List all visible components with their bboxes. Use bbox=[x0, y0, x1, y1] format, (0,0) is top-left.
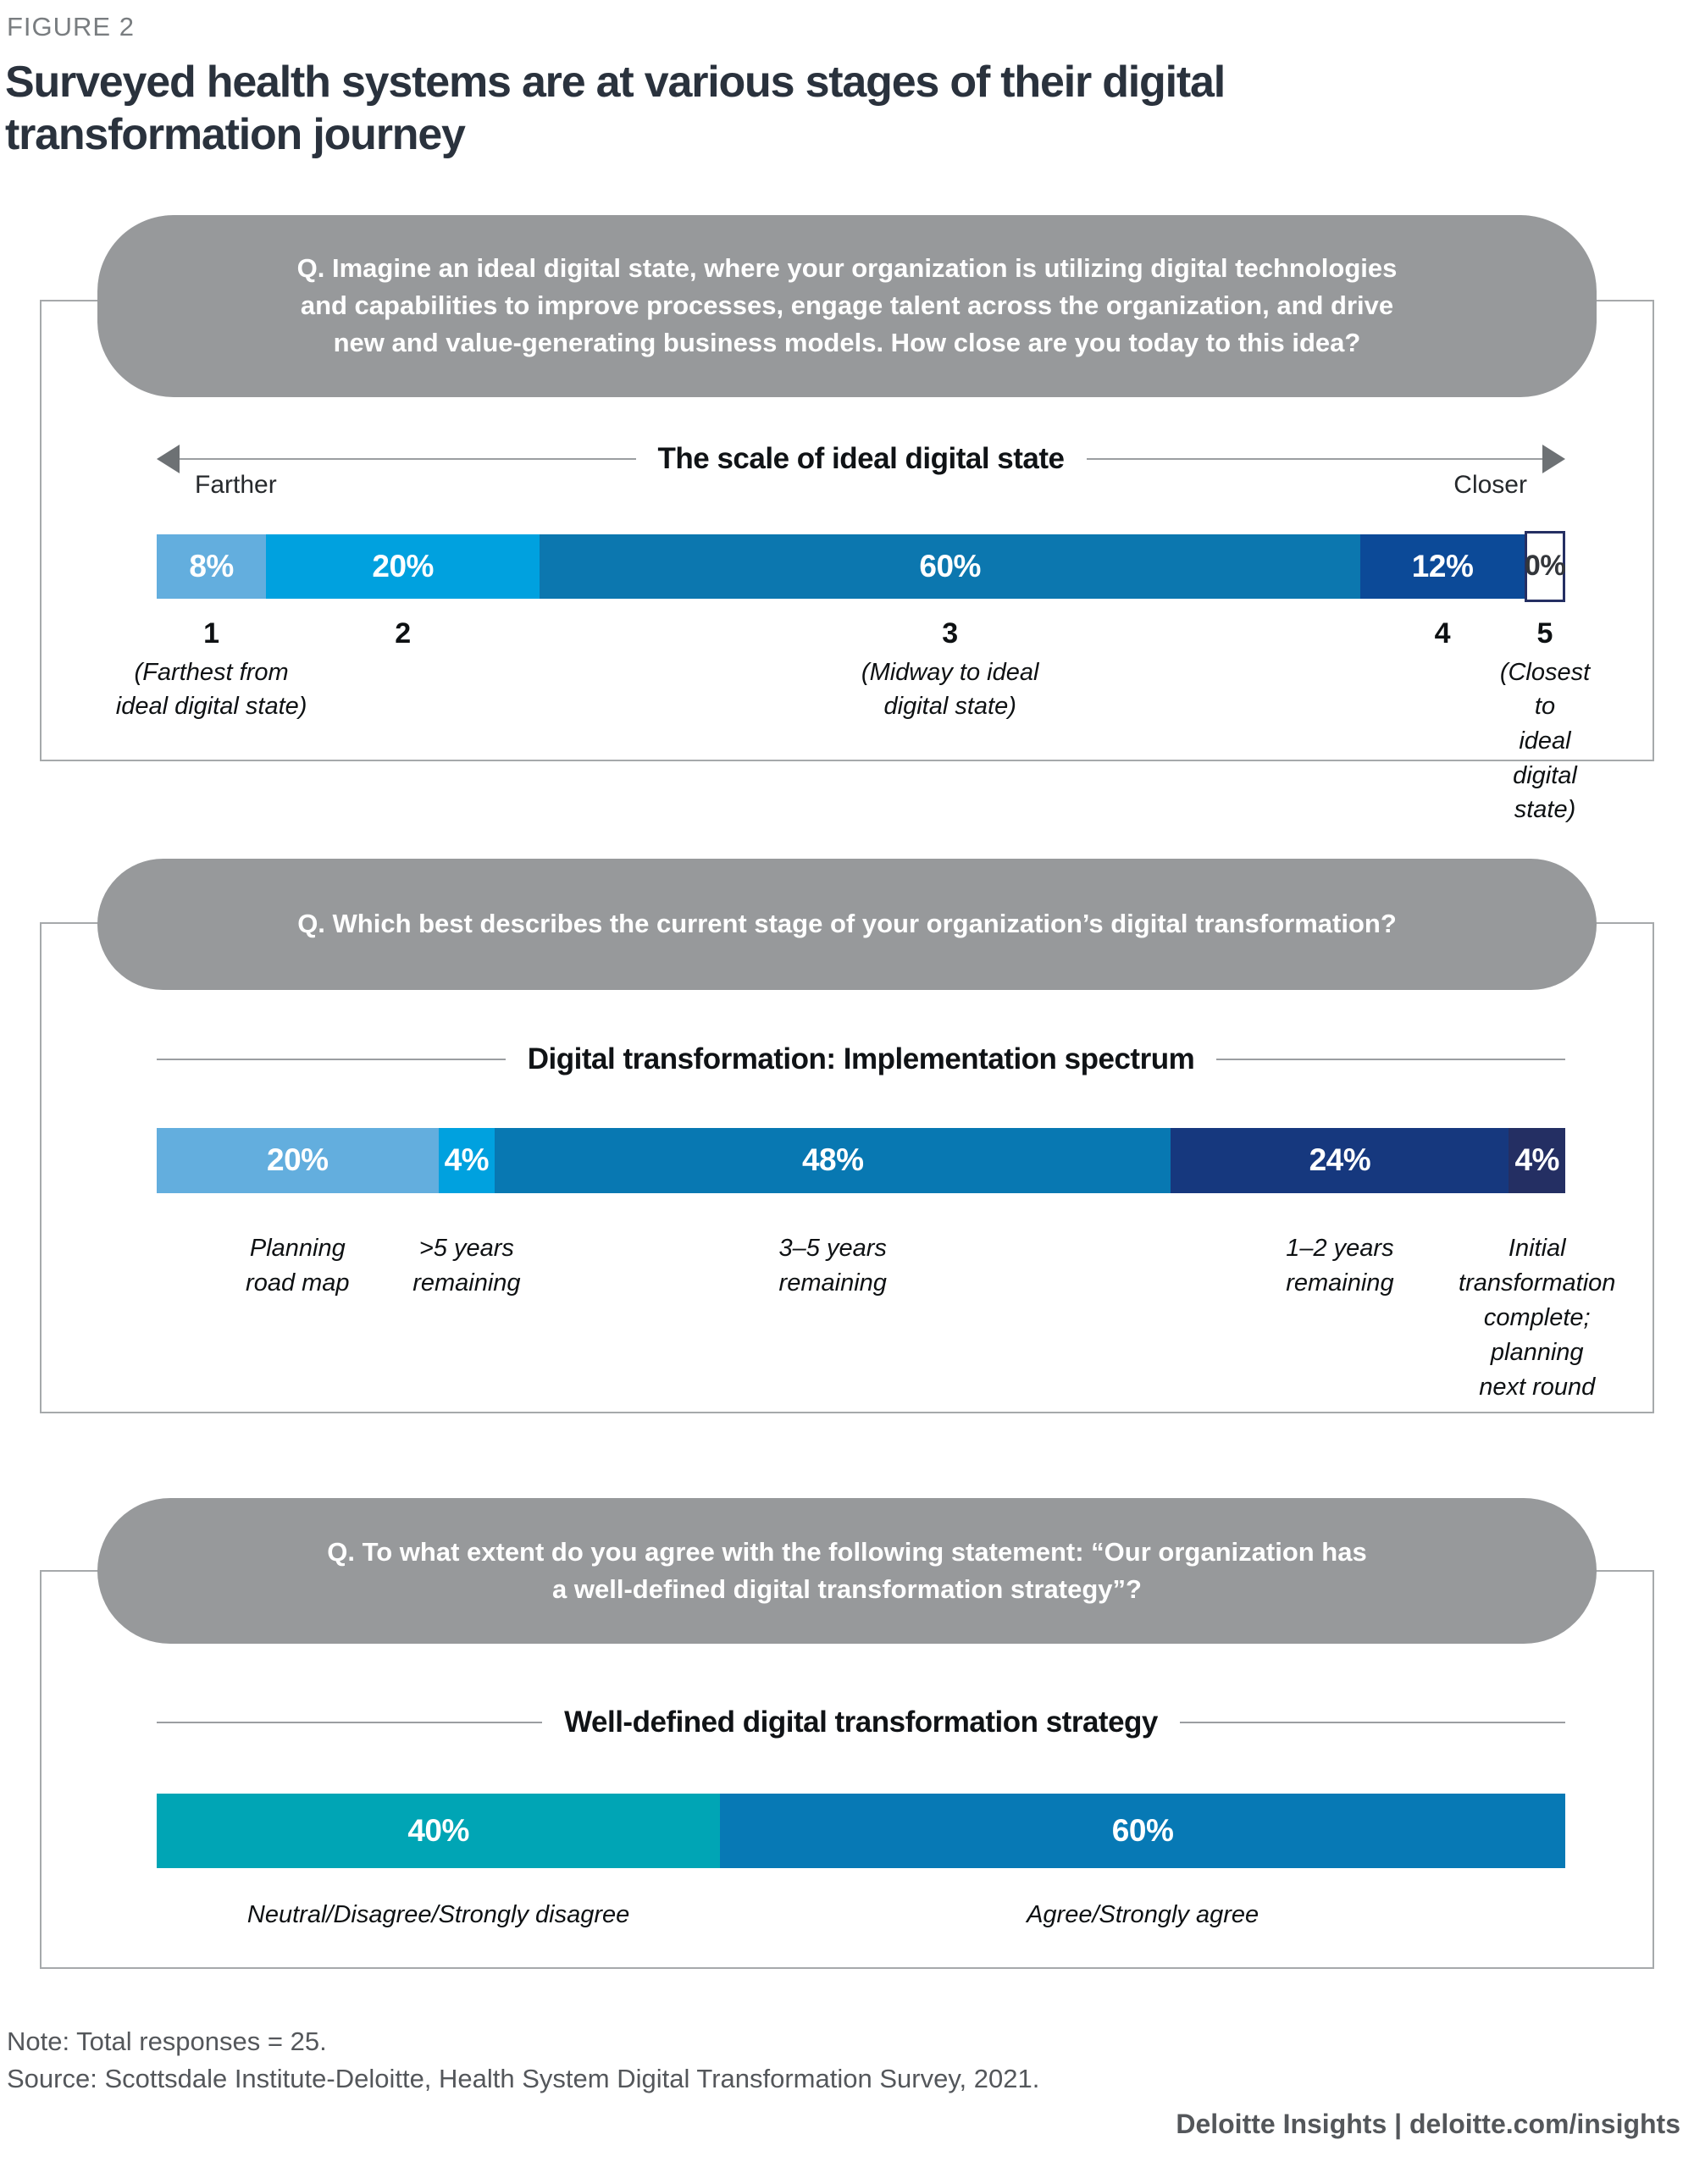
arrow-right-icon bbox=[1542, 444, 1566, 473]
segment-value-label: 60% bbox=[1111, 1812, 1174, 1848]
stacked-bar: 40% 60% bbox=[157, 1793, 1565, 1868]
category-label: 1–2 years remaining bbox=[1286, 1234, 1394, 1297]
category-label: 3–5 years remaining bbox=[778, 1234, 887, 1297]
segment-value-label: 12% bbox=[1411, 548, 1474, 583]
segment-value-label: 0% bbox=[1524, 550, 1566, 583]
bar-category-labels: Planning road map >5 years remaining 3–5 y… bbox=[157, 1231, 1615, 1402]
tick-number: 5 bbox=[1536, 616, 1553, 650]
panel-implementation-spectrum: Q. Which best describes the current stag… bbox=[0, 858, 1694, 1413]
question-text: Q. Which best describes the current stag… bbox=[297, 909, 1397, 939]
tick-number: 2 bbox=[395, 616, 412, 650]
title-line-right bbox=[1179, 1721, 1565, 1723]
segment-value-label: 20% bbox=[267, 1142, 329, 1178]
bar-segment: 0% bbox=[1524, 530, 1566, 602]
segment-value-label: 4% bbox=[1514, 1142, 1559, 1178]
bar-segment: 60% bbox=[540, 534, 1361, 599]
category-label: Initial transformation complete; plannin… bbox=[1459, 1234, 1616, 1402]
panel-strategy: Q. To what extent do you agree with the … bbox=[0, 1497, 1694, 1969]
segment-value-label: 24% bbox=[1309, 1142, 1371, 1178]
note-text: Note: Total responses = 25. bbox=[7, 2026, 327, 2056]
title-line-left bbox=[157, 1721, 543, 1723]
tick-number: 1 bbox=[203, 616, 220, 650]
bar-tick-labels: 1 (Farthest from ideal digital state) 2 3 (M… bbox=[116, 616, 1590, 823]
axis-line-left bbox=[180, 457, 636, 460]
bar-segment: 12% bbox=[1360, 534, 1525, 599]
chart-box: Digital transformation: Implementation s… bbox=[40, 921, 1654, 1413]
brand-name: Deloitte Insights bbox=[1176, 2109, 1387, 2139]
chart-title: The scale of ideal digital state bbox=[657, 441, 1065, 475]
bar-segment: 4% bbox=[438, 1127, 495, 1193]
brand-url: deloitte.com/insights bbox=[1409, 2109, 1680, 2139]
bar-segment: 40% bbox=[157, 1793, 721, 1868]
segment-value-label: 8% bbox=[189, 548, 234, 583]
source-text: Source: Scottsdale Institute-Deloitte, H… bbox=[7, 2063, 1040, 2093]
axis-label-farther: Farther bbox=[195, 470, 277, 499]
segment-value-label: 40% bbox=[407, 1812, 469, 1848]
bar-segment: 20% bbox=[266, 534, 540, 599]
question-bubble: Q. Imagine an ideal digital state, where… bbox=[97, 214, 1597, 397]
tick-number: 4 bbox=[1434, 616, 1451, 650]
scale-axis: The scale of ideal digital state bbox=[157, 437, 1566, 481]
bar-segment: 24% bbox=[1171, 1127, 1509, 1193]
category-label: Neutral/Disagree/Strongly disagree bbox=[246, 1900, 630, 1928]
segment-value-label: 4% bbox=[444, 1142, 490, 1178]
title-line-right bbox=[1216, 1058, 1565, 1060]
chart-title: Well-defined digital transformation stra… bbox=[564, 1705, 1158, 1739]
chart-title-row: Digital transformation: Implementation s… bbox=[157, 1038, 1565, 1081]
page-title: Surveyed health systems are at various s… bbox=[5, 58, 1226, 160]
axis-end-labels: Farther Closer bbox=[157, 471, 1565, 500]
category-label: >5 years remaining bbox=[412, 1234, 521, 1297]
axis-line-right bbox=[1086, 457, 1543, 460]
axis-label-closer: Closer bbox=[1453, 470, 1527, 499]
bar-segment: 60% bbox=[720, 1793, 1565, 1868]
chart-title: Digital transformation: Implementation s… bbox=[527, 1042, 1195, 1075]
figure-page: FIGURE 2 Surveyed health systems are at … bbox=[0, 12, 1694, 2184]
bar-segment: 8% bbox=[157, 534, 267, 599]
bar-segment: 48% bbox=[495, 1127, 1171, 1193]
tick-caption: (Farthest from ideal digital state) bbox=[115, 658, 307, 721]
question-text: Q. Imagine an ideal digital state, where… bbox=[296, 253, 1398, 358]
footer: Note: Total responses = 25. Source: Scot… bbox=[7, 2023, 1694, 2098]
category-label: Planning road map bbox=[246, 1234, 350, 1297]
tick-caption: (Closest to ideal digital state) bbox=[1499, 658, 1591, 824]
brand-line: Deloitte Insights | deloitte.com/insight… bbox=[1176, 2109, 1680, 2140]
figure-label: FIGURE 2 bbox=[7, 12, 135, 41]
segment-value-label: 60% bbox=[919, 548, 981, 583]
question-text: Q. To what extent do you agree with the … bbox=[327, 1536, 1367, 1604]
panel-ideal-state: Q. Imagine an ideal digital state, where… bbox=[0, 214, 1694, 823]
bar-segment: 20% bbox=[157, 1127, 439, 1193]
title-line-left bbox=[157, 1058, 506, 1060]
segment-value-label: 20% bbox=[372, 548, 434, 583]
bar-segment: 4% bbox=[1509, 1127, 1565, 1193]
brand-separator: | bbox=[1394, 2109, 1403, 2139]
arrow-left-icon bbox=[157, 444, 180, 473]
tick-caption: (Midway to ideal digital state) bbox=[861, 658, 1039, 721]
stacked-bar: 8% 20% 60% 12% 0% bbox=[157, 530, 1566, 602]
tick-number: 3 bbox=[942, 616, 959, 650]
stacked-bar: 20% 4% 48% 24% 4% bbox=[157, 1127, 1565, 1193]
chart-title-row: Well-defined digital transformation stra… bbox=[157, 1701, 1565, 1744]
bar-category-labels: Neutral/Disagree/Strongly disagree Agree/… bbox=[157, 1898, 1565, 1940]
question-bubble: Q. Which best describes the current stag… bbox=[97, 858, 1597, 990]
segment-value-label: 48% bbox=[801, 1142, 864, 1178]
question-bubble: Q. To what extent do you agree with the … bbox=[97, 1497, 1597, 1644]
category-label: Agree/Strongly agree bbox=[1027, 1900, 1259, 1928]
